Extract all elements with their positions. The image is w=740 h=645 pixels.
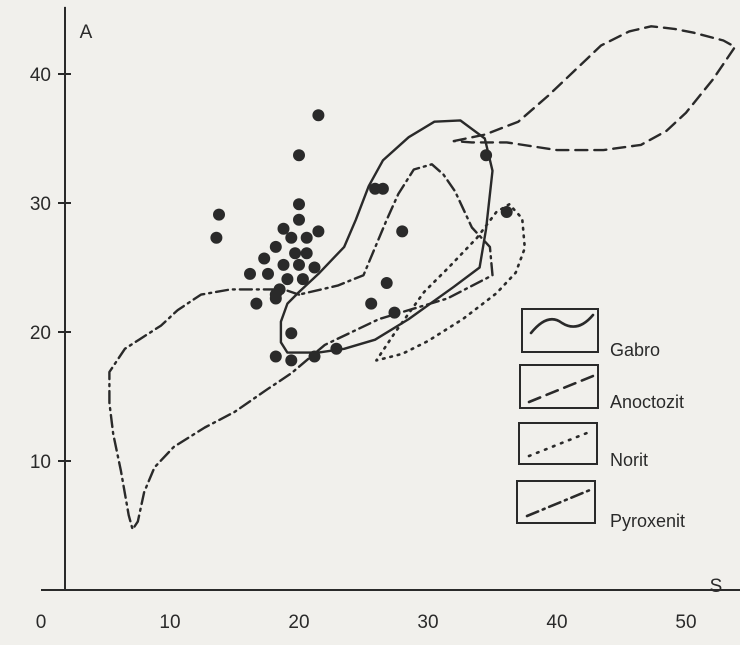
data-point bbox=[285, 354, 298, 367]
data-point bbox=[293, 149, 305, 162]
region-pyroxenit bbox=[108, 163, 494, 531]
x-tick-label: 30 bbox=[417, 612, 438, 633]
data-point bbox=[281, 273, 294, 286]
data-point bbox=[285, 327, 298, 340]
data-point bbox=[289, 247, 302, 260]
data-point bbox=[308, 261, 321, 274]
data-point bbox=[213, 208, 225, 221]
legend-item-pyroxenit: Pyroxenit bbox=[516, 480, 685, 531]
data-point bbox=[250, 297, 263, 310]
y-tick-label: 10 bbox=[30, 452, 51, 473]
legend-swatch-line bbox=[529, 313, 595, 335]
x-axis-label: S bbox=[710, 576, 723, 597]
legend-swatch-box bbox=[516, 480, 596, 524]
legend-swatch-line bbox=[527, 429, 594, 458]
data-point bbox=[273, 283, 286, 296]
data-point bbox=[480, 149, 493, 162]
x-tick-label: 40 bbox=[546, 612, 567, 633]
axes-layer: 0 10 20 30 40 50 10 20 30 40 S A bbox=[30, 6, 740, 633]
data-point bbox=[293, 213, 305, 226]
data-point bbox=[376, 182, 389, 195]
legend-item-gabro: Gabro bbox=[521, 308, 660, 360]
data-point bbox=[296, 273, 309, 286]
legend-label: Gabro bbox=[610, 340, 660, 360]
region-gabro bbox=[279, 119, 494, 354]
data-point bbox=[308, 350, 321, 363]
data-point bbox=[330, 342, 343, 355]
y-axis-label: A bbox=[80, 22, 93, 43]
legend-label: Pyroxenit bbox=[610, 511, 685, 531]
data-point bbox=[277, 222, 290, 235]
x-tick-label: 0 bbox=[36, 612, 47, 633]
data-point bbox=[300, 247, 313, 260]
legend-label: Anoctozit bbox=[610, 392, 684, 412]
region-norit bbox=[375, 203, 527, 362]
data-point bbox=[269, 350, 282, 363]
legend-swatch-box bbox=[519, 364, 599, 409]
data-point bbox=[293, 258, 305, 271]
legend-swatch-box bbox=[521, 308, 599, 353]
x-tick-label: 10 bbox=[159, 612, 180, 633]
data-point bbox=[277, 258, 290, 271]
legend-swatch-box bbox=[518, 422, 598, 465]
data-point bbox=[365, 297, 378, 310]
data-point bbox=[285, 231, 298, 244]
data-point bbox=[293, 198, 305, 211]
points-layer bbox=[210, 109, 513, 367]
legend-label: Norit bbox=[610, 450, 648, 470]
data-point bbox=[210, 231, 223, 244]
x-tick-label: 50 bbox=[675, 612, 696, 633]
legend: Gabro Anoctozit Norit Pyroxenit bbox=[516, 308, 685, 531]
x-tick-label: 20 bbox=[288, 612, 309, 633]
y-tick-label: 20 bbox=[30, 323, 51, 344]
legend-item-anoctozit: Anoctozit bbox=[519, 364, 684, 412]
y-tick-label: 40 bbox=[30, 65, 51, 86]
legend-item-norit: Norit bbox=[518, 422, 648, 470]
data-point bbox=[388, 306, 401, 319]
data-point bbox=[258, 252, 271, 265]
data-point bbox=[380, 277, 393, 289]
legend-swatch-line bbox=[525, 488, 592, 518]
data-point bbox=[262, 267, 274, 280]
data-point bbox=[312, 109, 325, 122]
legend-swatch-line bbox=[527, 374, 595, 404]
data-point bbox=[269, 240, 282, 253]
regions-layer bbox=[108, 25, 737, 531]
region-anoctozit bbox=[452, 25, 737, 152]
data-point bbox=[396, 225, 409, 238]
data-point bbox=[244, 267, 256, 280]
data-point bbox=[300, 231, 313, 244]
data-point bbox=[312, 225, 325, 238]
data-point bbox=[500, 206, 513, 218]
y-tick-label: 30 bbox=[30, 194, 51, 215]
